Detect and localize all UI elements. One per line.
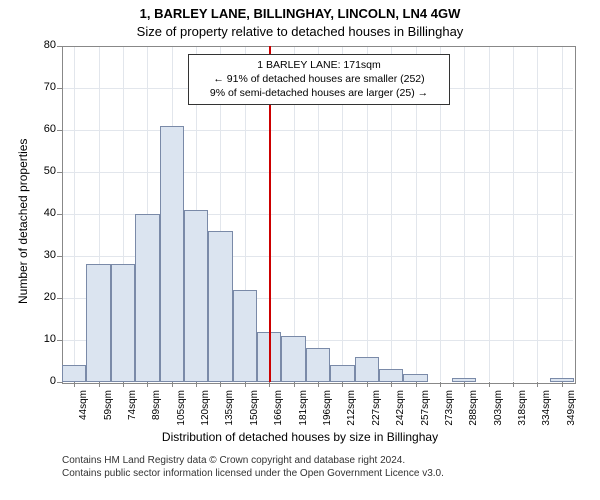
xtick-label: 196sqm — [322, 390, 333, 430]
gridline-v — [74, 47, 75, 381]
xtick-mark — [464, 382, 465, 387]
histogram-bar — [208, 231, 232, 382]
ytick-mark — [57, 88, 62, 89]
gridline-v — [513, 47, 514, 381]
y-axis-label: Number of detached properties — [16, 139, 30, 304]
xtick-label: 242sqm — [395, 390, 406, 430]
xtick-mark — [489, 382, 490, 387]
histogram-bar — [62, 365, 86, 382]
ytick-mark — [57, 340, 62, 341]
annotation-line1: 1 BARLEY LANE: 171sqm — [195, 58, 443, 72]
footer-line1: Contains HM Land Registry data © Crown c… — [62, 454, 444, 467]
xtick-mark — [269, 382, 270, 387]
histogram-bar — [306, 348, 330, 382]
histogram-bar — [330, 365, 354, 382]
ytick-mark — [57, 46, 62, 47]
ytick-mark — [57, 298, 62, 299]
gridline-v — [464, 47, 465, 381]
footer-attribution: Contains HM Land Registry data © Crown c… — [62, 454, 444, 480]
xtick-mark — [172, 382, 173, 387]
xtick-label: 120sqm — [200, 390, 211, 430]
xtick-mark — [416, 382, 417, 387]
xtick-mark — [74, 382, 75, 387]
histogram-bar — [86, 264, 110, 382]
xtick-label: 349sqm — [566, 390, 577, 430]
xtick-label: 273sqm — [444, 390, 455, 430]
ytick-mark — [57, 256, 62, 257]
ytick-mark — [57, 382, 62, 383]
x-axis-label: Distribution of detached houses by size … — [0, 430, 600, 444]
xtick-label: 74sqm — [127, 390, 138, 430]
xtick-label: 318sqm — [517, 390, 528, 430]
xtick-label: 227sqm — [371, 390, 382, 430]
histogram-bar — [233, 290, 257, 382]
histogram-bar — [403, 374, 427, 382]
xtick-mark — [342, 382, 343, 387]
xtick-label: 212sqm — [346, 390, 357, 430]
ytick-label: 20 — [28, 291, 56, 303]
ytick-label: 70 — [28, 81, 56, 93]
annotation-line2: ← 91% of detached houses are smaller (25… — [195, 72, 443, 86]
xtick-mark — [367, 382, 368, 387]
annotation-line3: 9% of semi-detached houses are larger (2… — [195, 86, 443, 100]
histogram-bar — [355, 357, 379, 382]
ytick-mark — [57, 172, 62, 173]
xtick-label: 150sqm — [249, 390, 260, 430]
xtick-mark — [391, 382, 392, 387]
xtick-mark — [318, 382, 319, 387]
ytick-label: 60 — [28, 123, 56, 135]
xtick-mark — [99, 382, 100, 387]
ytick-label: 0 — [28, 375, 56, 387]
gridline-v — [562, 47, 563, 381]
ytick-label: 50 — [28, 165, 56, 177]
xtick-mark — [513, 382, 514, 387]
xtick-label: 288sqm — [468, 390, 479, 430]
xtick-label: 181sqm — [298, 390, 309, 430]
xtick-mark — [196, 382, 197, 387]
xtick-label: 303sqm — [493, 390, 504, 430]
ytick-mark — [57, 214, 62, 215]
ytick-label: 10 — [28, 333, 56, 345]
gridline-v — [537, 47, 538, 381]
xtick-mark — [245, 382, 246, 387]
xtick-mark — [220, 382, 221, 387]
gridline-v — [489, 47, 490, 381]
xtick-label: 257sqm — [420, 390, 431, 430]
xtick-mark — [147, 382, 148, 387]
xtick-mark — [440, 382, 441, 387]
annotation-box: 1 BARLEY LANE: 171sqm ← 91% of detached … — [188, 54, 450, 105]
ytick-label: 30 — [28, 249, 56, 261]
histogram-bar — [111, 264, 135, 382]
xtick-label: 44sqm — [78, 390, 89, 430]
xtick-label: 166sqm — [273, 390, 284, 430]
footer-line2: Contains public sector information licen… — [62, 467, 444, 480]
histogram-bar — [281, 336, 305, 382]
xtick-label: 135sqm — [224, 390, 235, 430]
histogram-bar — [379, 369, 403, 382]
xtick-mark — [294, 382, 295, 387]
histogram-bar — [184, 210, 208, 382]
xtick-mark — [123, 382, 124, 387]
histogram-bar — [135, 214, 159, 382]
chart-title-sub: Size of property relative to detached ho… — [0, 24, 600, 39]
ytick-mark — [57, 130, 62, 131]
histogram-bar — [160, 126, 184, 382]
xtick-label: 59sqm — [103, 390, 114, 430]
xtick-label: 89sqm — [151, 390, 162, 430]
ytick-label: 40 — [28, 207, 56, 219]
xtick-mark — [562, 382, 563, 387]
xtick-label: 334sqm — [541, 390, 552, 430]
xtick-label: 105sqm — [176, 390, 187, 430]
chart-title-address: 1, BARLEY LANE, BILLINGHAY, LINCOLN, LN4… — [0, 6, 600, 21]
ytick-label: 80 — [28, 39, 56, 51]
xtick-mark — [537, 382, 538, 387]
